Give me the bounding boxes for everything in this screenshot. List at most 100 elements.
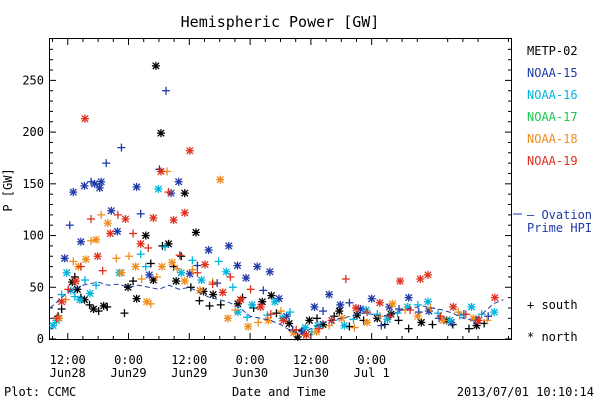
star-stroke bbox=[264, 316, 273, 325]
star-stroke bbox=[301, 323, 309, 332]
noaa-16-north-point bbox=[301, 323, 310, 332]
noaa-19-south-point bbox=[164, 188, 173, 197]
x-tick-date-label: Jul 1 bbox=[354, 366, 390, 380]
noaa-19-south-point bbox=[226, 272, 235, 281]
noaa-15-north-point bbox=[265, 267, 274, 276]
metp-02-north-point bbox=[305, 316, 314, 325]
star-stroke bbox=[417, 318, 425, 327]
noaa-19-north-point bbox=[490, 293, 499, 302]
metp-02-north-point bbox=[267, 291, 276, 300]
noaa-19-north-point bbox=[156, 167, 165, 176]
noaa-18-south-point bbox=[125, 252, 134, 261]
noaa-18-south-point bbox=[97, 210, 106, 219]
noaa-15-south-point bbox=[213, 279, 222, 288]
noaa-19-south-point bbox=[315, 324, 324, 333]
star-stroke bbox=[222, 268, 230, 276]
star-stroke bbox=[149, 214, 158, 222]
x-tick-date-label: Jun29 bbox=[110, 366, 146, 380]
noaa-19-south-point bbox=[341, 275, 350, 283]
x-tick-time-label: 0:00 bbox=[357, 353, 386, 367]
star-stroke bbox=[49, 321, 57, 330]
noaa-18-north-point bbox=[131, 262, 140, 271]
noaa-19-north-point bbox=[149, 213, 158, 222]
noaa-18-south-point bbox=[69, 257, 78, 266]
noaa-19-south-point bbox=[175, 251, 184, 260]
x-tick-date-label: Jun30 bbox=[293, 366, 329, 380]
star-stroke bbox=[363, 318, 371, 327]
metp-02-south-point bbox=[129, 277, 138, 286]
star-stroke bbox=[76, 296, 84, 304]
metp-02-north-point bbox=[386, 310, 395, 319]
noaa-15-north-point bbox=[253, 262, 262, 271]
star-stroke bbox=[388, 300, 397, 308]
star-stroke bbox=[132, 294, 141, 303]
star-stroke bbox=[117, 269, 126, 277]
noaa-18-south-point bbox=[483, 316, 492, 325]
star-stroke bbox=[186, 147, 194, 155]
noaa-19-north-point bbox=[106, 229, 115, 238]
star-stroke bbox=[439, 316, 447, 325]
star-stroke bbox=[72, 277, 80, 285]
metp-02-north-point bbox=[172, 277, 181, 286]
star-stroke bbox=[77, 238, 85, 246]
noaa-16-north-point bbox=[270, 297, 279, 306]
star-stroke bbox=[248, 301, 256, 309]
noaa-19-north-point bbox=[93, 252, 102, 261]
noaa-15-north-point bbox=[145, 270, 154, 279]
star-stroke bbox=[154, 185, 163, 193]
noaa-18-south-point bbox=[188, 265, 197, 274]
noaa-16-south-point bbox=[80, 276, 89, 285]
noaa-19-south-point bbox=[406, 306, 415, 315]
star-stroke bbox=[181, 277, 189, 285]
star-stroke bbox=[197, 276, 206, 284]
metp-02-north-point bbox=[352, 311, 361, 320]
noaa-15-south-point bbox=[65, 221, 74, 230]
noaa-19-north-point bbox=[423, 270, 432, 279]
noaa-16-south-point bbox=[57, 290, 66, 299]
metp-02-south-point bbox=[146, 259, 155, 268]
noaa-16-south-point bbox=[286, 308, 295, 317]
metp-02-south-point bbox=[85, 300, 94, 309]
noaa-19-north-point bbox=[180, 208, 189, 217]
data-marks bbox=[49, 61, 504, 341]
noaa-19-south-point bbox=[76, 262, 85, 271]
noaa-15-north-point bbox=[367, 294, 376, 303]
metp-02-north-point bbox=[141, 231, 150, 240]
noaa-18-north-point bbox=[81, 255, 90, 264]
star-stroke bbox=[325, 290, 333, 299]
star-stroke bbox=[335, 307, 343, 315]
noaa-18-north-point bbox=[92, 235, 101, 244]
star-stroke bbox=[192, 228, 200, 237]
noaa-18-north-point bbox=[180, 277, 189, 286]
star-stroke bbox=[177, 269, 185, 277]
noaa-16-south-point bbox=[413, 300, 422, 309]
noaa-15-south-point bbox=[484, 312, 493, 321]
star-stroke bbox=[219, 288, 227, 297]
metp-02-north-point bbox=[209, 290, 218, 299]
star-stroke bbox=[376, 299, 384, 307]
noaa-15-south-point bbox=[395, 305, 404, 313]
noaa-16-north-point bbox=[49, 321, 58, 330]
star-stroke bbox=[491, 293, 499, 302]
noaa-15-north-point bbox=[325, 290, 334, 299]
star-stroke bbox=[285, 319, 293, 328]
y-tick-label: 150 bbox=[22, 177, 44, 191]
metp-02-south-point bbox=[57, 305, 66, 313]
star-stroke bbox=[257, 303, 265, 311]
star-stroke bbox=[474, 316, 483, 325]
noaa-15-north-point bbox=[224, 241, 233, 250]
noaa-15-south-point bbox=[162, 86, 171, 95]
ovation-prime-hpi-line bbox=[49, 281, 504, 335]
star-stroke bbox=[69, 188, 77, 196]
x-tick-date-label: Jun29 bbox=[171, 366, 207, 380]
noaa-16-north-point bbox=[248, 300, 257, 309]
y-tick-label: 0 bbox=[37, 332, 44, 346]
y-tick-label: 50 bbox=[30, 280, 44, 294]
metp-02-north-point bbox=[191, 228, 200, 237]
metp-02-north-point bbox=[180, 189, 189, 198]
star-stroke bbox=[95, 184, 104, 192]
star-stroke bbox=[81, 114, 89, 123]
star-stroke bbox=[143, 298, 151, 306]
x-tick-time-label: 12:00 bbox=[50, 353, 86, 367]
